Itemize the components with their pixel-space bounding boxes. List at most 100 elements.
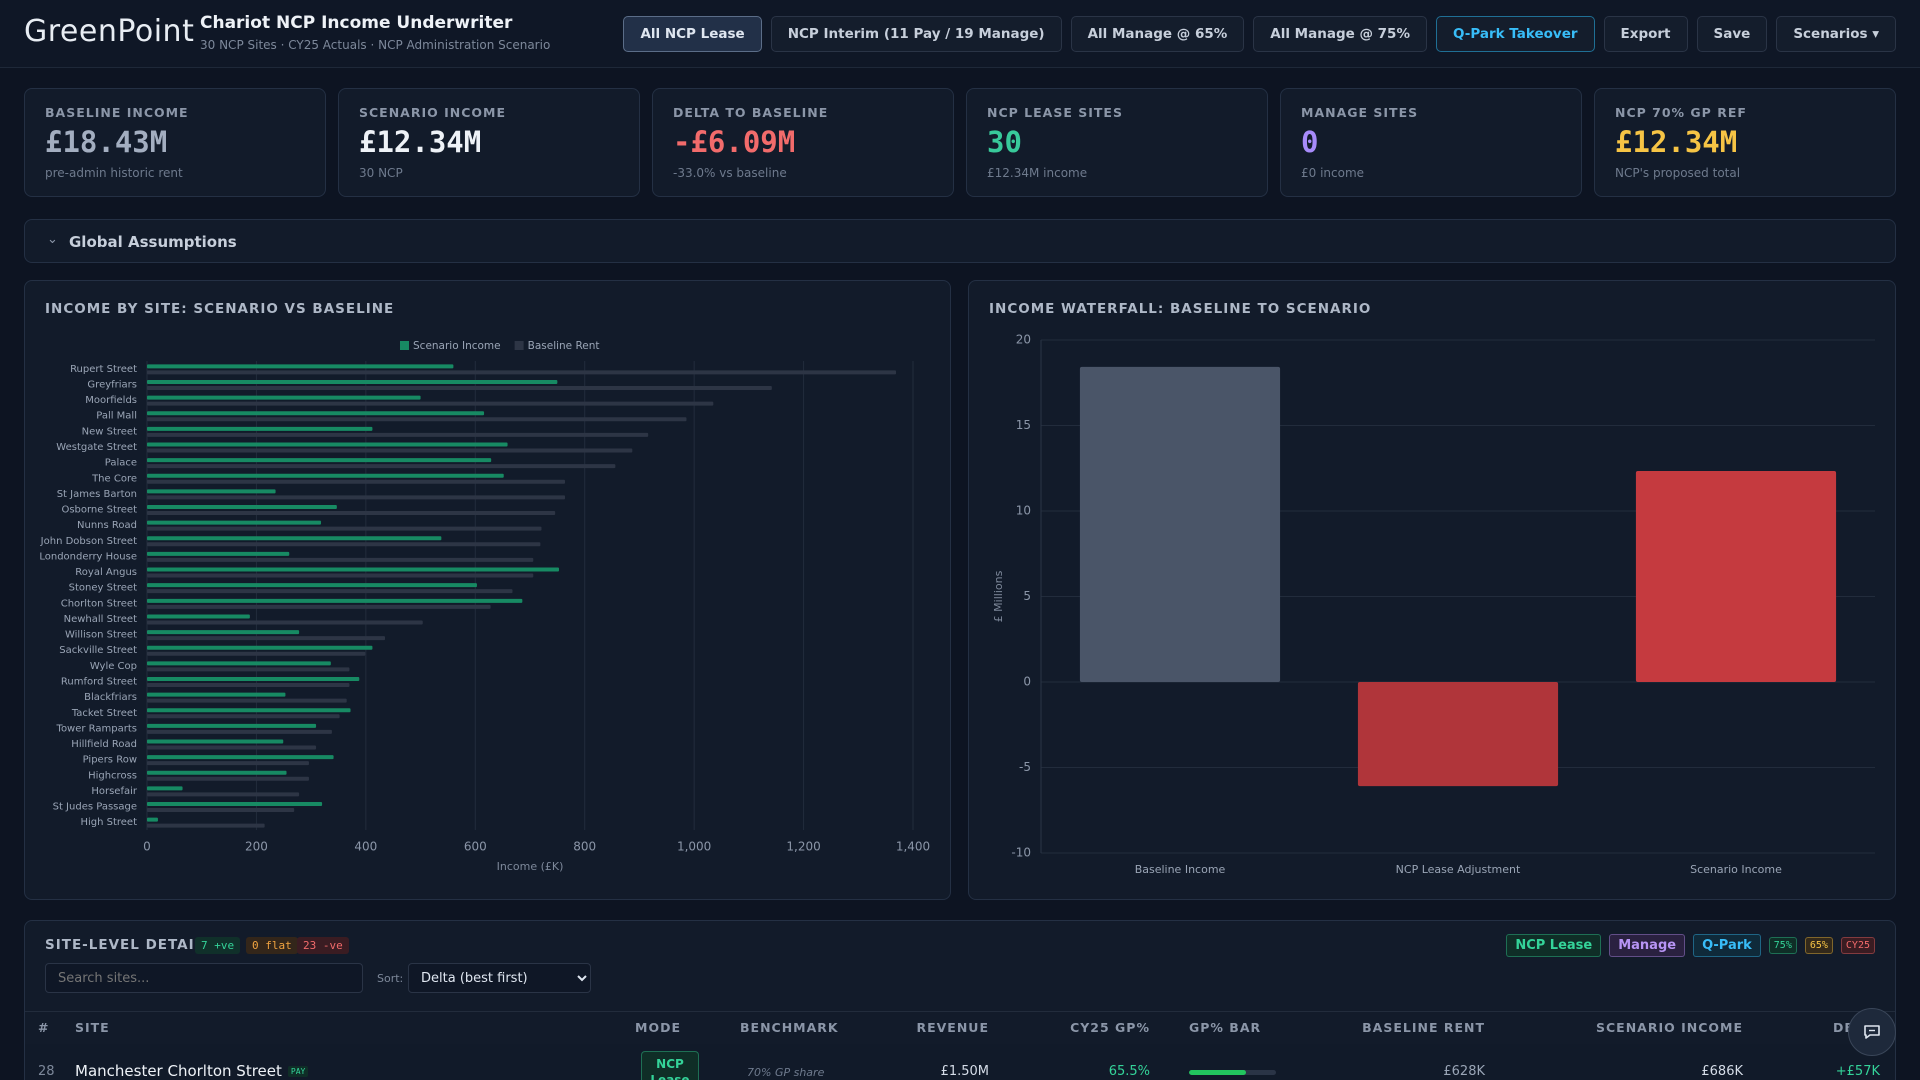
bar <box>147 598 523 603</box>
bar <box>147 739 284 744</box>
bar <box>147 770 287 775</box>
legend-swatch <box>514 341 524 350</box>
kpi-value: £12.34M <box>359 125 482 159</box>
y-tick-label: Newhall Street <box>64 614 137 625</box>
toolbar-button[interactable]: Q-Park Takeover <box>1435 16 1595 52</box>
bar <box>147 682 350 687</box>
bar <box>147 808 295 813</box>
chart-title: INCOME WATERFALL: BASELINE TO SCENARIO <box>989 301 1372 317</box>
bar <box>147 458 492 463</box>
kpi-note: 30 NCP <box>359 166 403 180</box>
bar <box>147 723 317 728</box>
chat-icon <box>1864 1025 1880 1039</box>
gp-pct: 65.5% <box>1108 1064 1150 1079</box>
revenue: £1.50M <box>940 1064 989 1079</box>
x-tick-label: 800 <box>573 840 596 854</box>
bar <box>147 636 386 641</box>
kpi-card: NCP LEASE SITES 30 £12.34M income <box>966 88 1268 197</box>
kpi-label: NCP LEASE SITES <box>987 105 1123 120</box>
y-tick-label: Londonderry House <box>39 551 137 562</box>
mode-tag: 75% <box>1768 937 1797 954</box>
column-header: BENCHMARK <box>740 1020 839 1035</box>
y-axis-label: £ Millions <box>992 570 1005 622</box>
y-tick-label: Stoney Street <box>69 583 137 594</box>
kpi-note: -33.0% vs baseline <box>673 166 787 180</box>
toolbar-button[interactable]: Save <box>1696 16 1768 52</box>
toolbar-button[interactable]: All NCP Lease <box>623 16 762 52</box>
sort-select[interactable]: Delta (best first) <box>408 963 591 993</box>
x-tick-label: 600 <box>464 840 487 854</box>
bar <box>147 395 421 400</box>
toolbar-button[interactable]: All Manage @ 65% <box>1070 16 1245 52</box>
toolbar-button[interactable]: Scenarios ▾ <box>1776 16 1896 52</box>
y-tick-label: Pall Mall <box>96 411 137 422</box>
legend-label: Scenario Income <box>413 340 501 352</box>
count-badge: 23 -ve <box>297 937 349 954</box>
kpi-card: BASELINE INCOME £18.43M pre-admin historic… <box>24 88 326 197</box>
bar <box>147 557 534 562</box>
y-tick-label: Tacket Street <box>71 708 137 719</box>
toolbar-button[interactable]: Export <box>1603 16 1688 52</box>
bar <box>147 520 321 525</box>
chat-button[interactable] <box>1848 1008 1896 1056</box>
kpi-note: NCP's proposed total <box>1615 166 1741 180</box>
bar <box>147 755 334 760</box>
bar <box>147 536 442 541</box>
mode-tag: Manage <box>1609 934 1686 957</box>
mode-tag: NCP Lease <box>1506 934 1602 957</box>
bar <box>1635 470 1837 682</box>
y-tick-label: Blackfriars <box>84 692 137 703</box>
bar <box>147 823 265 828</box>
mode-tag: Q-Park <box>1693 934 1761 957</box>
y-tick-label: Horsefair <box>91 786 138 797</box>
bar <box>147 401 714 406</box>
bar <box>147 411 485 416</box>
bar <box>147 745 317 750</box>
site-name: Manchester Chorlton Street <box>75 1062 282 1080</box>
header: GreenPoint Chariot NCP Income Underwriter… <box>0 0 1920 68</box>
x-tick-label: Scenario Income <box>1690 863 1782 876</box>
y-tick-label: 5 <box>1023 589 1031 603</box>
y-tick-label: Hillfield Road <box>71 739 137 750</box>
y-tick-label: -10 <box>1011 846 1031 860</box>
y-tick-label: Willison Street <box>65 630 137 641</box>
y-tick-label: Wyle Cop <box>90 661 137 672</box>
bar <box>147 761 309 766</box>
y-tick-label: Royal Angus <box>75 567 137 578</box>
column-header: # <box>38 1020 50 1035</box>
bar <box>147 495 566 500</box>
sort-label: Sort: <box>377 972 404 985</box>
kpi-value: £18.43M <box>45 125 168 159</box>
bar <box>147 417 687 422</box>
site-cell: Manchester Chorlton Street PAY <box>75 1062 309 1080</box>
bar <box>147 551 290 556</box>
toolbar-button[interactable]: NCP Interim (11 Pay / 19 Manage) <box>770 16 1062 52</box>
bar <box>147 526 542 531</box>
mode-tag: CY25 <box>1840 937 1875 954</box>
legend-swatch <box>400 341 409 350</box>
x-axis-label: Income (£K) <box>497 860 564 873</box>
bar <box>147 620 423 625</box>
y-tick-label: Tower Ramparts <box>56 723 137 734</box>
bar <box>147 817 158 822</box>
bar <box>147 473 504 478</box>
search-input[interactable] <box>45 963 363 993</box>
bar <box>147 505 337 510</box>
gp-bar <box>1189 1070 1246 1075</box>
y-tick-label: High Street <box>80 817 137 828</box>
kpi-value: 30 <box>987 125 1022 159</box>
column-header: MODE <box>635 1020 681 1035</box>
x-tick-label: 1,000 <box>677 840 711 854</box>
bar <box>1357 682 1559 787</box>
y-tick-label: Rumford Street <box>61 676 137 687</box>
bar <box>147 432 649 437</box>
bar <box>147 589 513 594</box>
table-row-bg <box>25 1044 1895 1080</box>
kpi-label: MANAGE SITES <box>1301 105 1419 120</box>
assumptions-bar[interactable]: ⌄ Global Assumptions <box>24 219 1896 263</box>
toolbar: All NCP Lease NCP Interim (11 Pay / 19 Ma… <box>623 16 1896 52</box>
toolbar-button[interactable]: All Manage @ 75% <box>1253 16 1427 52</box>
y-tick-label: New Street <box>82 426 137 437</box>
x-tick-label: NCP Lease Adjustment <box>1396 863 1521 876</box>
